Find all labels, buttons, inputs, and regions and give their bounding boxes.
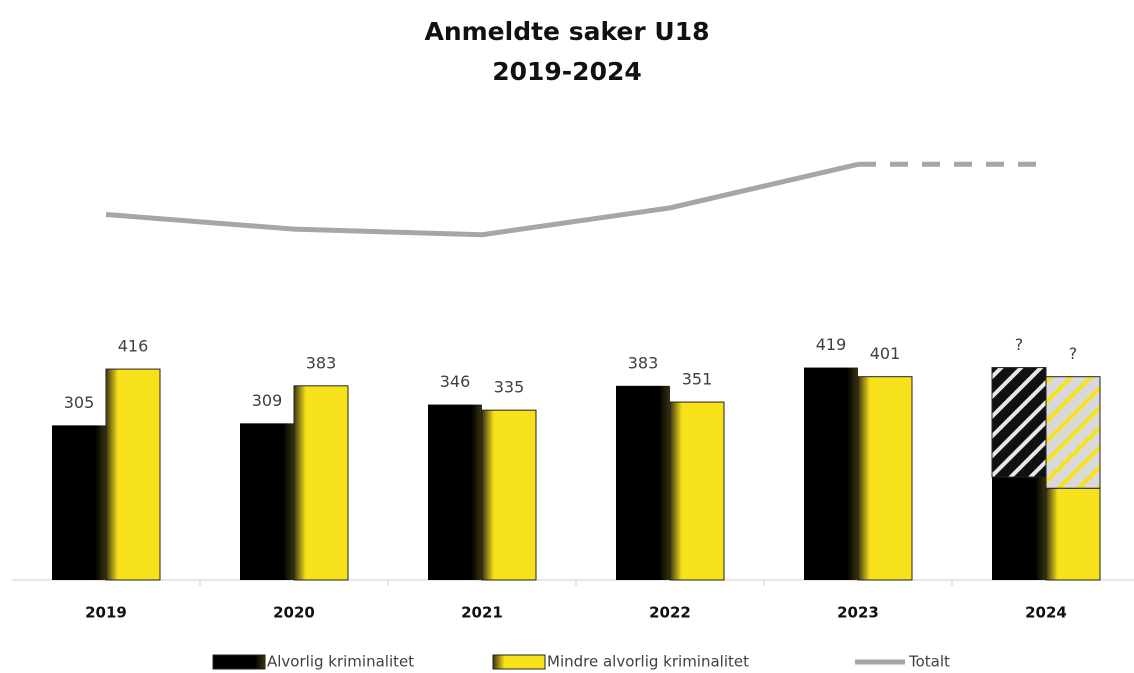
x-tick-label: 2024 [1025,604,1067,622]
bar [1045,487,1101,581]
bar [804,367,858,580]
legend-label: Mindre alvorlig kriminalitet [547,653,749,671]
bar [52,425,106,580]
data-label: ? [1015,335,1024,354]
legend-label: Alvorlig kriminalitet [267,653,414,671]
bar [616,385,670,580]
legend-swatch [212,654,266,670]
data-label: 309 [252,391,283,410]
data-label: 416 [118,337,149,356]
chart-title: Anmeldte saker U18 [424,17,709,46]
bar [992,477,1046,580]
data-label: ? [1069,344,1078,363]
data-label: 383 [628,353,659,372]
line-series [105,161,859,238]
bar [481,409,537,581]
data-label: 351 [682,370,713,389]
bar [669,401,725,581]
bar [428,404,482,580]
legend-swatch [492,654,546,670]
uncertain-bar-segment [1045,376,1101,489]
data-label: 401 [870,344,901,363]
uncertain-bar-segment [991,367,1047,478]
x-tick-label: 2021 [461,604,503,622]
bar [105,368,161,581]
x-tick-label: 2023 [837,604,879,622]
bar [293,385,349,581]
data-label: 383 [306,353,337,372]
data-label: 305 [64,393,95,412]
legend-label: Totalt [908,653,950,671]
data-label: 346 [440,372,471,391]
x-tick-label: 2022 [649,604,691,622]
bar [240,423,294,580]
data-label: 419 [816,335,847,354]
x-tick-label: 2019 [85,604,127,622]
x-tick-label: 2020 [273,604,315,622]
chart-subtitle: 2019-2024 [492,57,642,86]
data-label: 335 [494,378,525,397]
bar [857,376,913,581]
